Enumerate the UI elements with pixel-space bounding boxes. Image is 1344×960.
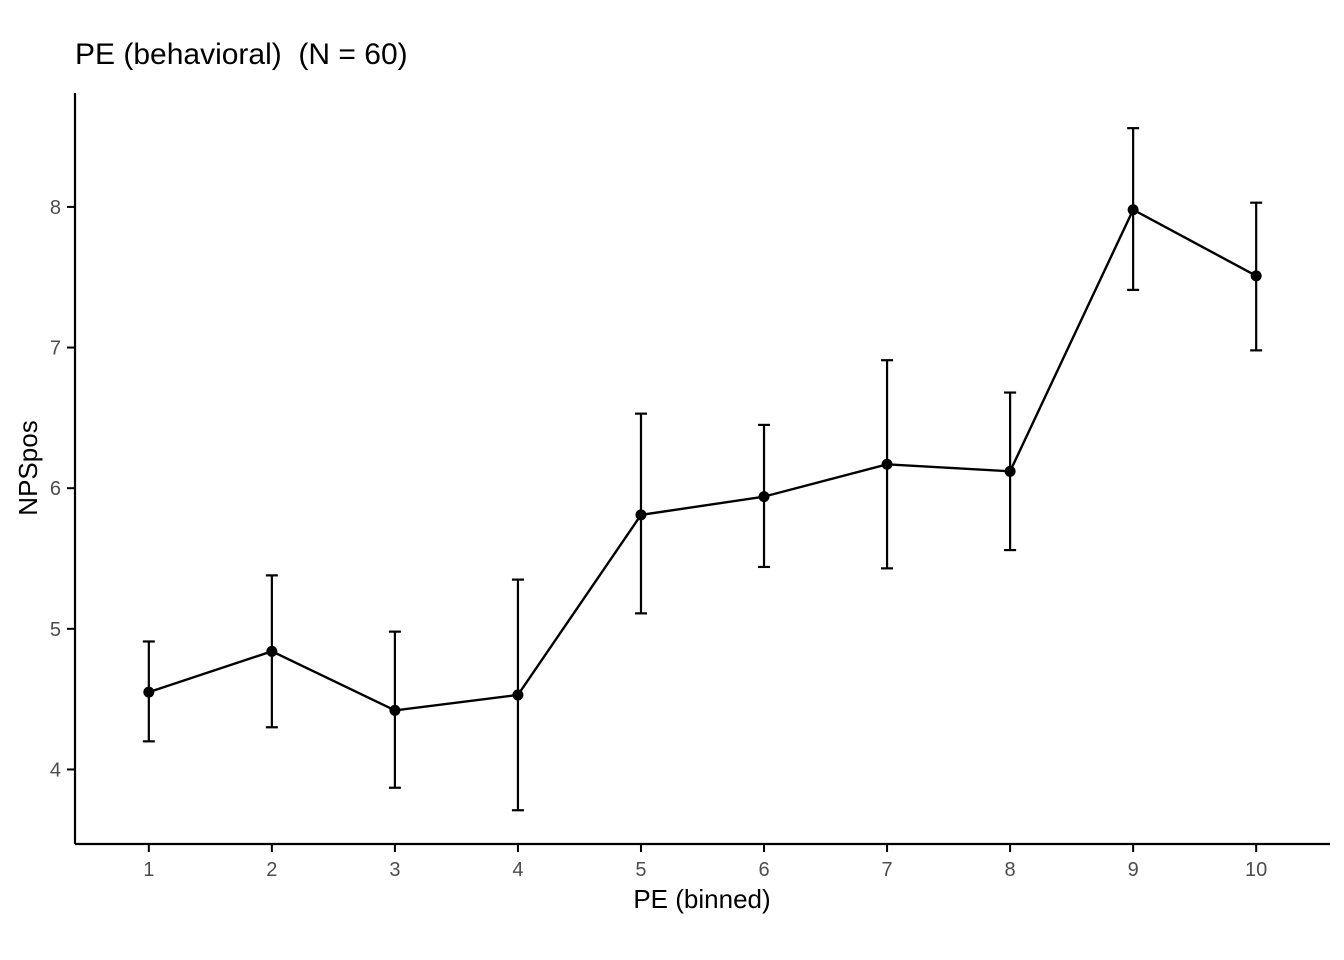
series-line-group xyxy=(148,208,1257,712)
error-bars xyxy=(142,127,1263,812)
x-tick-label: 10 xyxy=(1245,859,1267,881)
axes xyxy=(73,93,1330,846)
data-point xyxy=(881,458,893,470)
y-axis-ticks: 4 5 6 7 8 xyxy=(50,197,75,781)
data-point xyxy=(635,509,647,521)
x-tick-label: 5 xyxy=(635,859,646,881)
data-point xyxy=(266,645,278,657)
series-line xyxy=(148,208,1257,712)
y-tick-label: 7 xyxy=(50,338,61,360)
x-tick-label: 9 xyxy=(1128,859,1139,881)
chart-title: PE (behavioral) (N = 60) xyxy=(75,38,408,71)
y-tick-label: 8 xyxy=(50,197,61,219)
data-point xyxy=(1250,270,1262,282)
data-point xyxy=(389,704,401,716)
x-tick-label: 7 xyxy=(881,859,892,881)
x-tick-label: 4 xyxy=(512,859,523,881)
x-axis-ticks: 1 2 3 4 5 6 7 8 9 10 xyxy=(143,844,1267,881)
x-tick-label: 2 xyxy=(266,859,277,881)
y-tick-label: 5 xyxy=(50,619,61,641)
y-axis-title: NPSpos xyxy=(13,420,43,515)
data-point xyxy=(758,491,770,503)
data-point xyxy=(143,686,155,698)
x-tick-label: 1 xyxy=(143,859,154,881)
x-tick-label: 3 xyxy=(389,859,400,881)
data-point xyxy=(1004,465,1016,477)
y-tick-label: 4 xyxy=(50,759,61,781)
x-axis-title: PE (binned) xyxy=(633,884,770,914)
y-tick-label: 6 xyxy=(50,478,61,500)
data-points xyxy=(143,204,1262,716)
data-point xyxy=(1127,204,1139,216)
x-tick-label: 6 xyxy=(758,859,769,881)
x-tick-label: 8 xyxy=(1005,859,1016,881)
data-point xyxy=(512,689,524,701)
